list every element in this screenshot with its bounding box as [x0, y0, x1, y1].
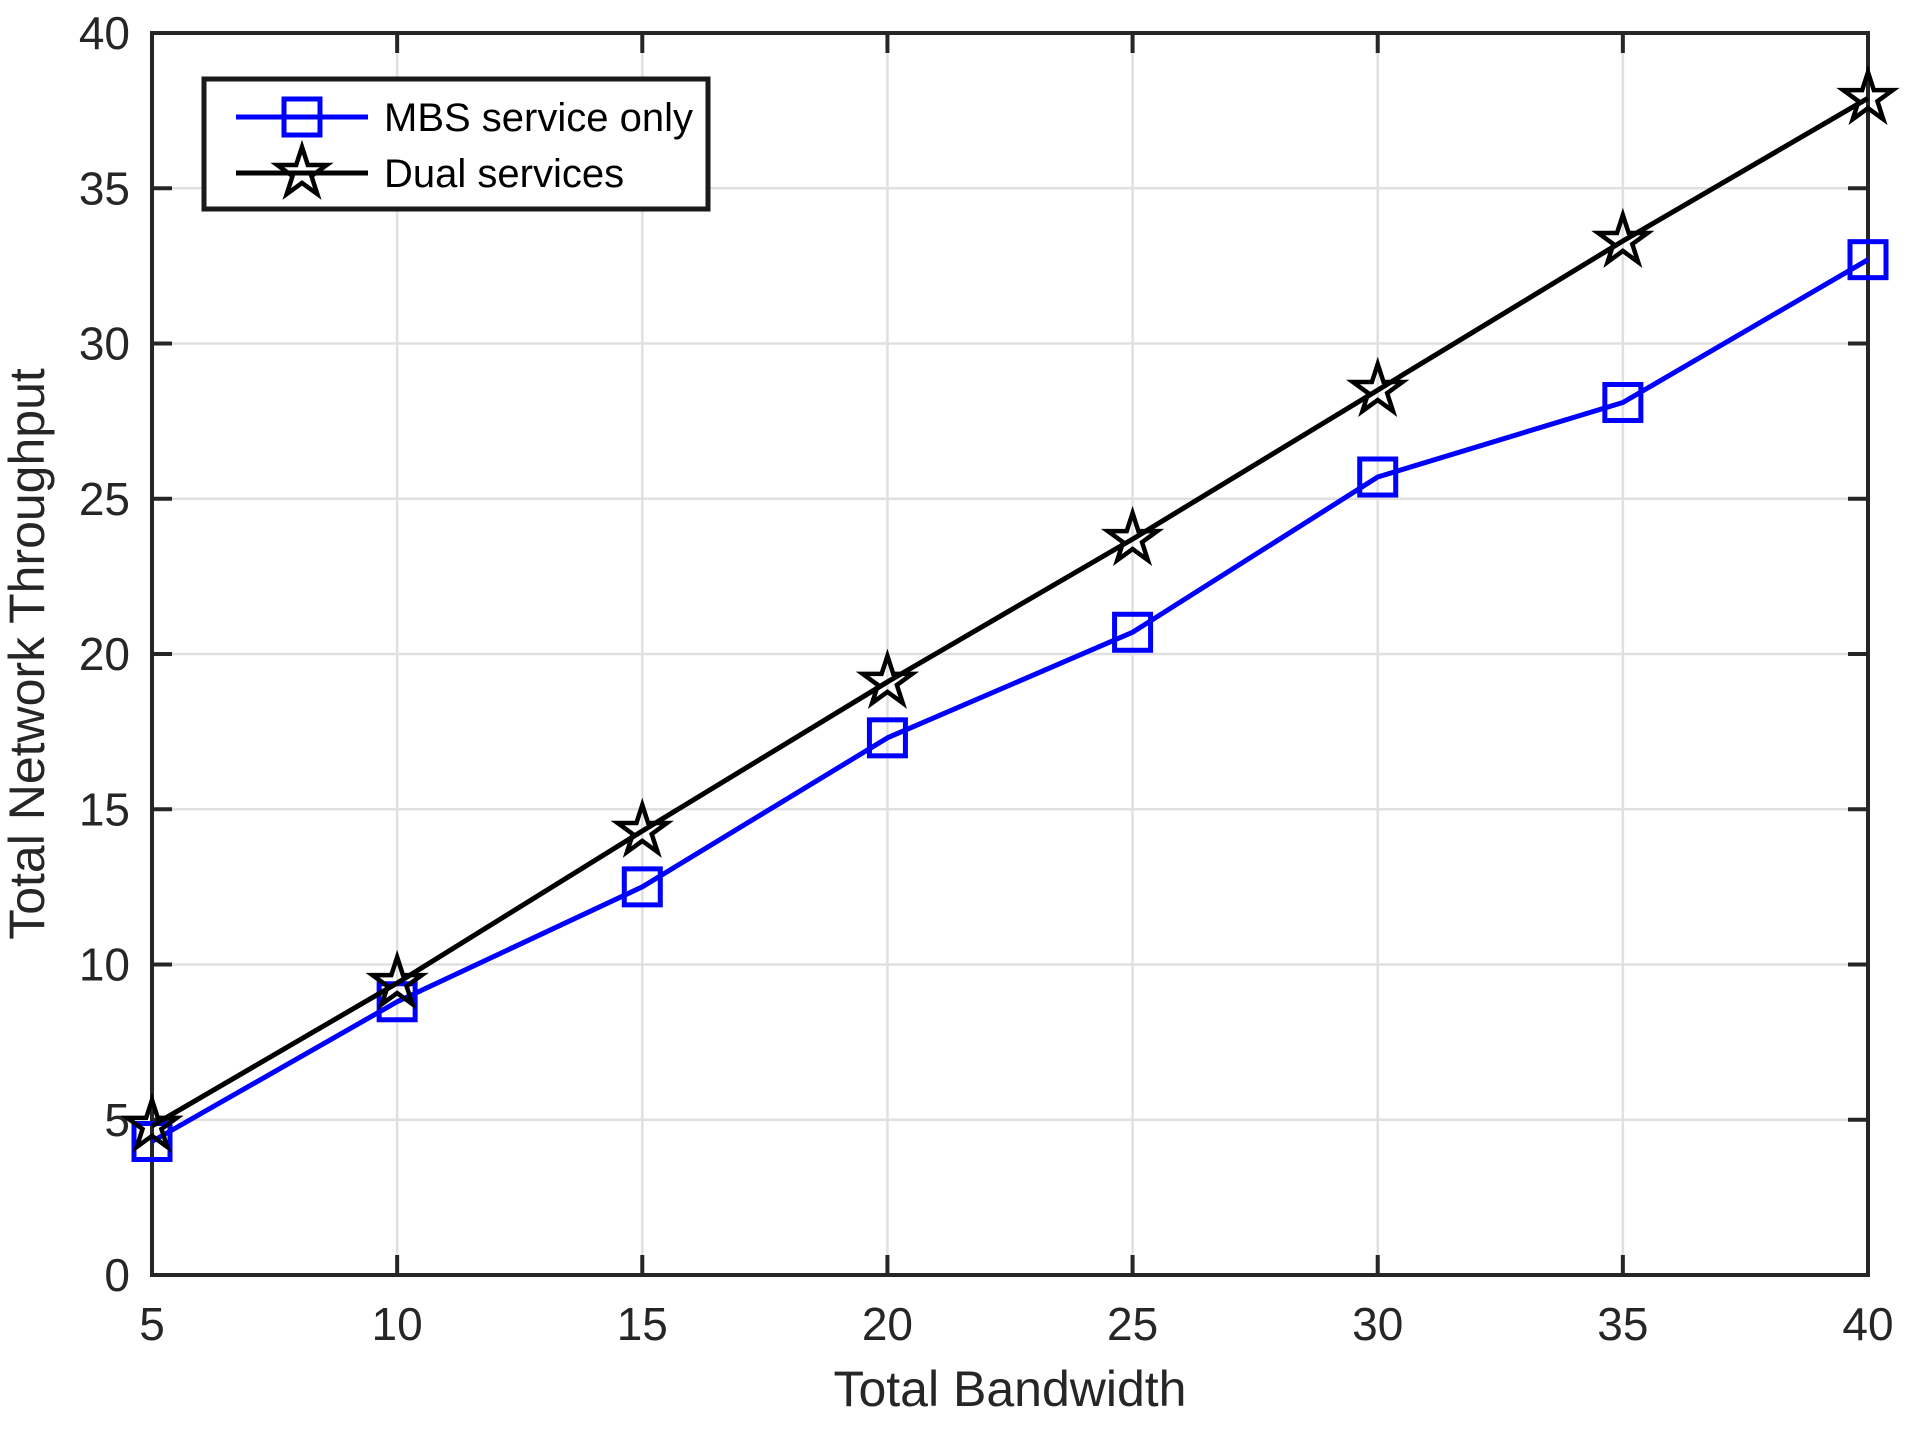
legend-marker-square [281, 96, 323, 138]
y-tick-label: 40 [79, 7, 130, 59]
marker-square-mbs-service-only [1112, 611, 1154, 653]
series-mbs-service-only [131, 239, 1889, 1162]
marker-square-mbs-service-only [1357, 456, 1399, 498]
x-tick-label: 30 [1352, 1298, 1403, 1350]
y-tick-label: 30 [79, 318, 130, 370]
marker-square-mbs-service-only [866, 717, 908, 759]
series-dual-services [120, 64, 1900, 1153]
y-tick-label: 35 [79, 162, 130, 214]
marker-pentagram-dual-services [610, 797, 674, 858]
legend-label: Dual services [384, 152, 624, 196]
legend-item-dual-services: Dual services [236, 139, 624, 200]
series-line-dual-services [150, 96, 1870, 1129]
series-line-mbs-service-only [150, 257, 1870, 1144]
marker-pentagram-dual-services [365, 949, 429, 1011]
y-tick-label: 5 [104, 1094, 130, 1146]
marker-pentagram-dual-services [1591, 207, 1655, 268]
marker-pentagram-dual-services [1836, 64, 1900, 126]
x-tick-label: 10 [372, 1298, 423, 1350]
y-tick-label: 15 [79, 783, 130, 835]
marker-pentagram-dual-services [1346, 356, 1410, 417]
marker-pentagram-dual-services [120, 1092, 184, 1153]
marker-square-mbs-service-only [621, 866, 663, 908]
legend-label: MBS service only [384, 96, 693, 140]
x-tick-label: 20 [862, 1298, 913, 1350]
x-tick-label: 40 [1842, 1298, 1893, 1350]
legend-marker-pentagram [270, 139, 334, 200]
tick-layer [150, 31, 1870, 1277]
y-tick-label: 20 [79, 628, 130, 680]
x-axis-label: Total Bandwidth [833, 1361, 1186, 1417]
y-tick-label: 25 [79, 473, 130, 525]
y-axis-label: Total Network Throughput [0, 368, 55, 940]
x-tick-label: 25 [1107, 1298, 1158, 1350]
marker-square-mbs-service-only [1847, 239, 1889, 281]
marker-pentagram-dual-services [1100, 505, 1165, 567]
y-tick-label: 10 [79, 939, 130, 991]
legend-item-mbs-service-only: MBS service only [236, 96, 693, 140]
marker-square-mbs-service-only [1602, 381, 1644, 423]
y-tick-label: 0 [104, 1249, 130, 1301]
marker-pentagram-dual-services [855, 648, 920, 709]
legend: MBS service only Dual services [201, 76, 711, 212]
x-tick-label: 5 [139, 1298, 165, 1350]
x-tick-label: 15 [617, 1298, 668, 1350]
x-tick-label: 35 [1597, 1298, 1648, 1350]
